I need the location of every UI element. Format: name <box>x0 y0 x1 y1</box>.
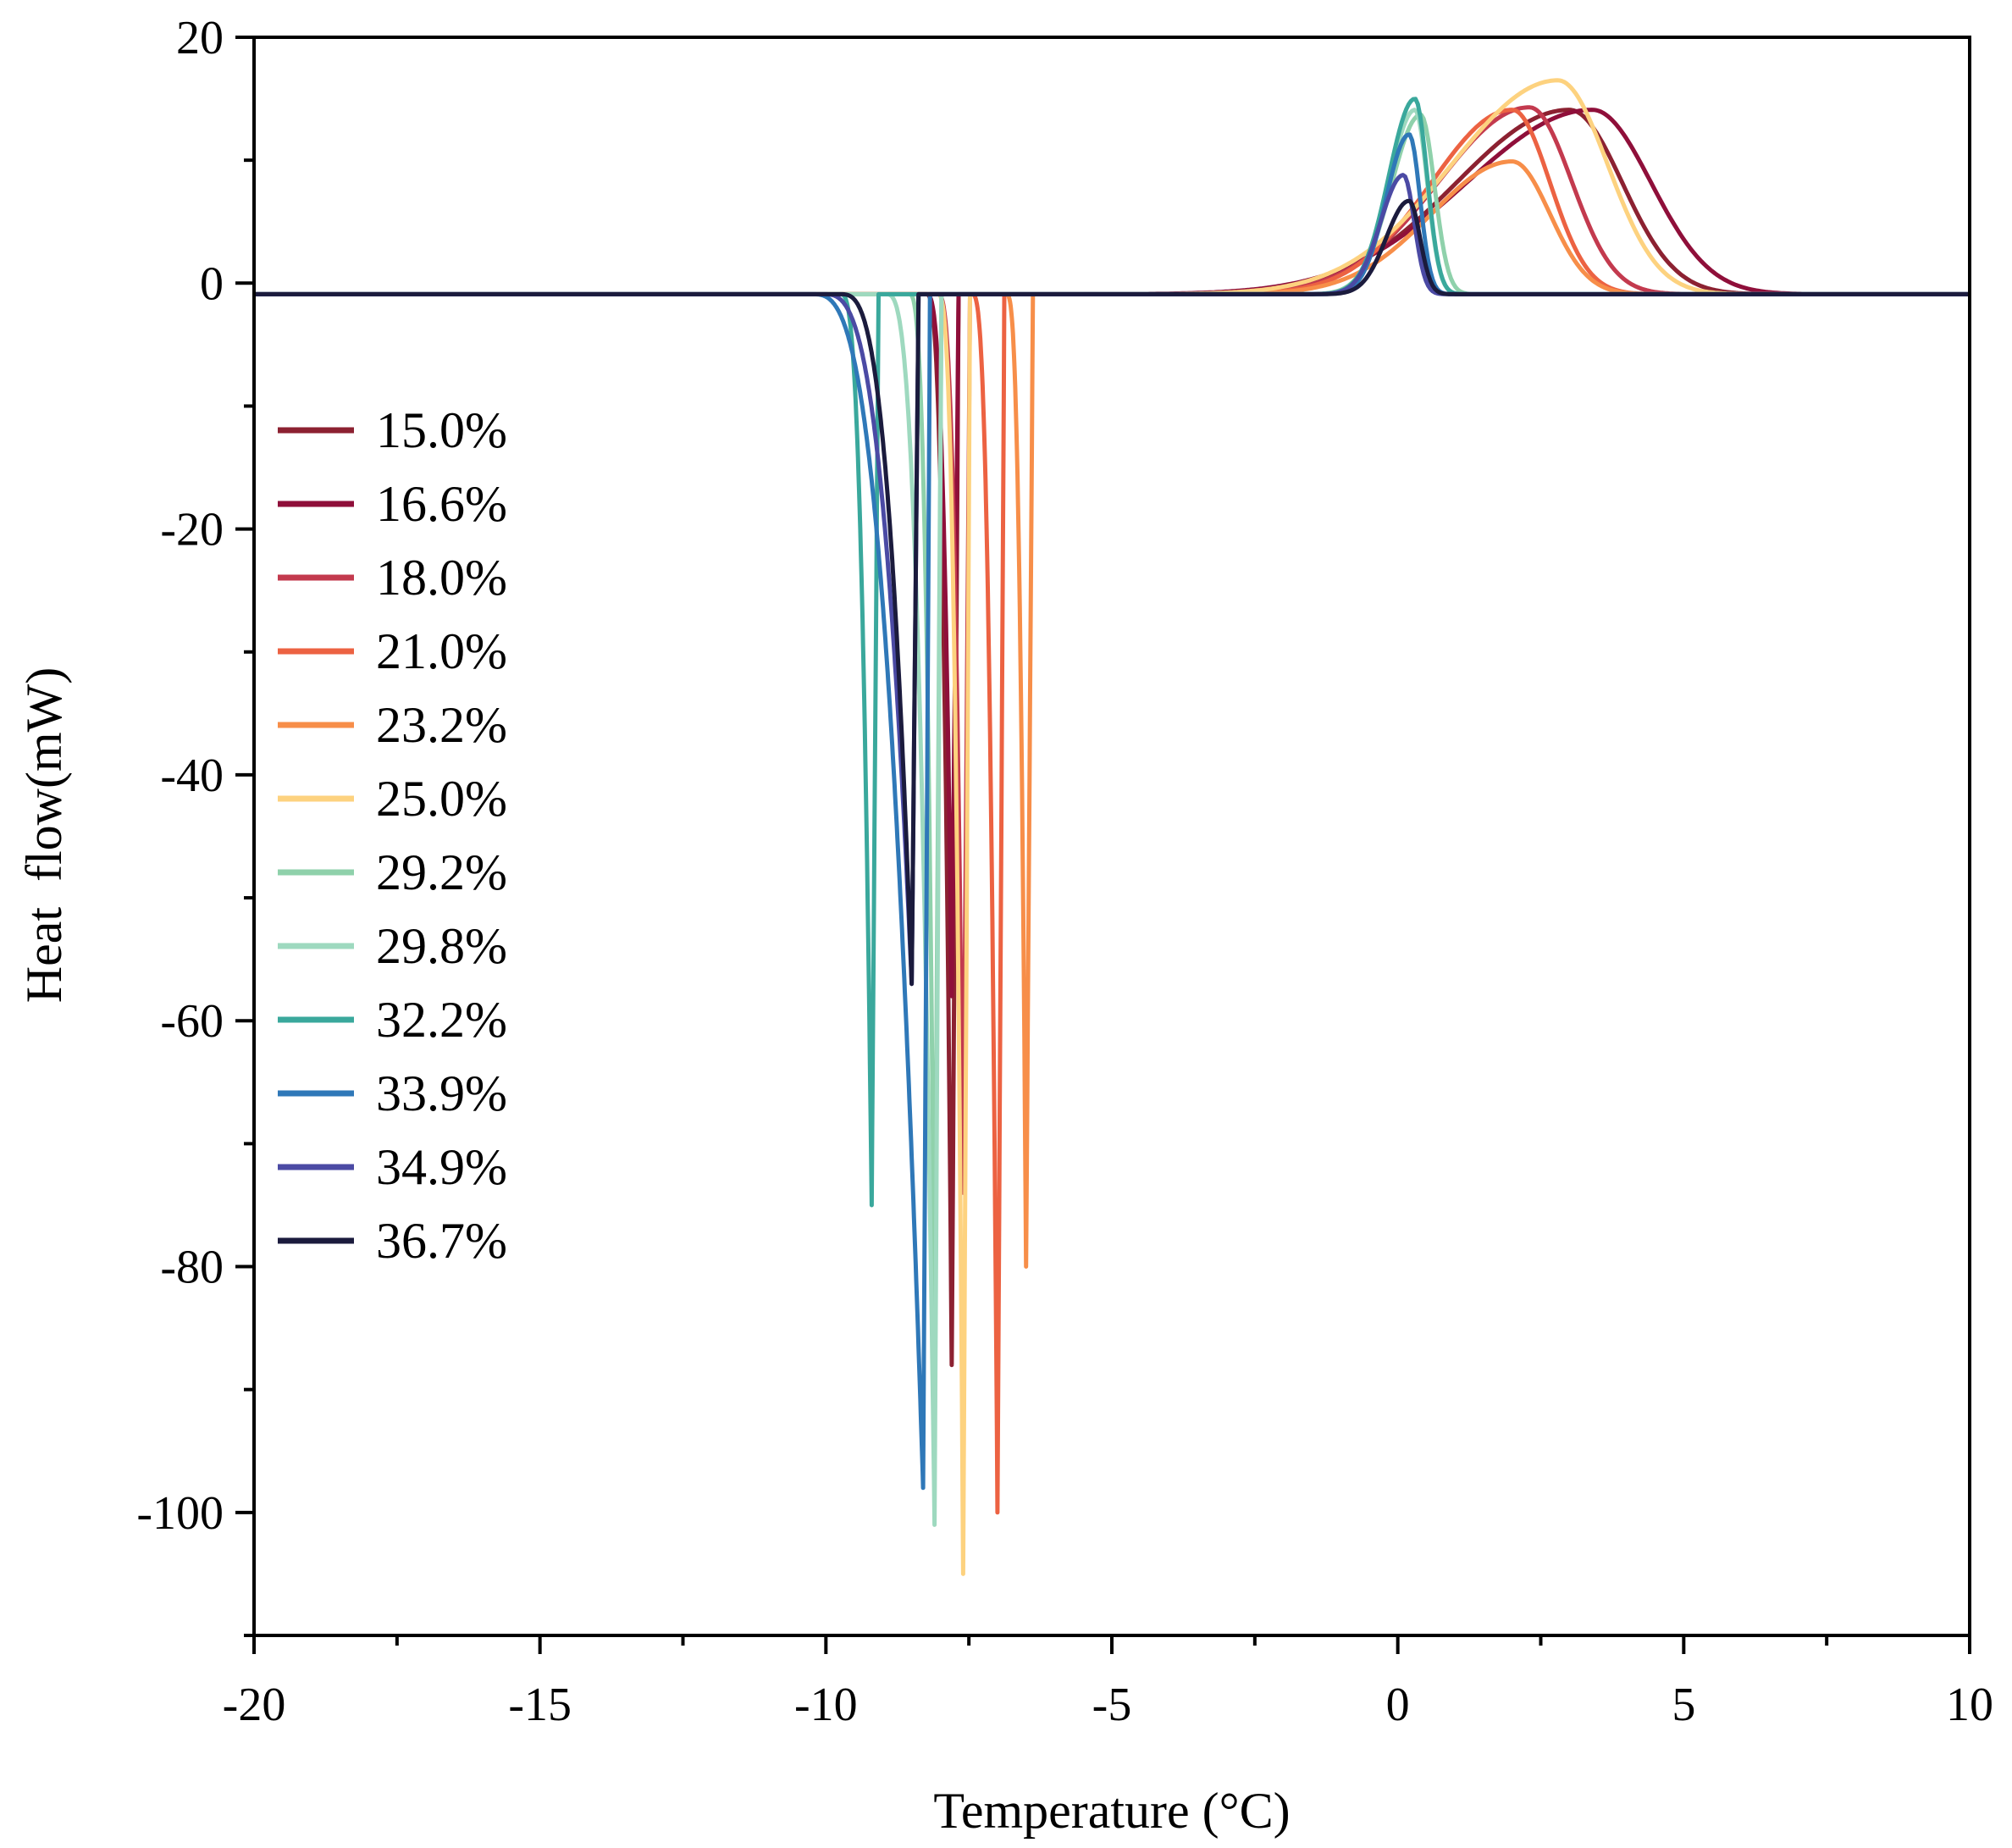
x-tick-label: 5 <box>1672 1679 1695 1731</box>
y-tick-label: -20 <box>160 504 224 556</box>
legend-label: 25.0% <box>376 771 507 827</box>
series-line-11 <box>254 198 1968 987</box>
legend-label: 33.9% <box>376 1065 507 1121</box>
legend-label: 23.2% <box>376 697 507 753</box>
legend-label: 16.6% <box>376 476 507 532</box>
y-tick-label: -40 <box>160 750 224 802</box>
series-layer <box>254 78 1970 1576</box>
y-tick-label: -100 <box>136 1487 224 1540</box>
legend-label: 29.2% <box>376 844 507 900</box>
legend-label: 32.2% <box>376 992 507 1048</box>
x-tick-label: -20 <box>223 1679 286 1731</box>
x-tick-label: -5 <box>1092 1679 1132 1731</box>
legend-label: 36.7% <box>376 1213 507 1269</box>
x-tick-label: -15 <box>508 1679 572 1731</box>
legend-label: 15.0% <box>376 402 507 458</box>
x-tick-label: -10 <box>794 1679 858 1731</box>
y-axis-title: Heat flow(mW) <box>16 667 72 1004</box>
y-axis: 20 0 -20 -40 -60 -80 -100 <box>136 12 254 1637</box>
legend: 15.0% 16.6% 18.0% 21.0% 23.2% 25.0% 29.2% 29.8%… <box>278 402 507 1269</box>
y-tick-label: 20 <box>176 12 224 64</box>
legend-label: 34.9% <box>376 1139 507 1195</box>
legend-label: 21.0% <box>376 623 507 679</box>
y-tick-label: 0 <box>200 257 224 310</box>
x-axis: -20 -15 -10 -5 0 5 10 <box>223 1635 1993 1731</box>
x-tick-label: 0 <box>1386 1679 1410 1731</box>
legend-label: 29.8% <box>376 918 507 974</box>
y-tick-label: -80 <box>160 1242 224 1294</box>
x-tick-label: 10 <box>1946 1679 1993 1731</box>
legend-label: 18.0% <box>376 550 507 606</box>
y-tick-label: -60 <box>160 995 224 1048</box>
x-axis-title: Temperature (°C) <box>933 1783 1290 1839</box>
